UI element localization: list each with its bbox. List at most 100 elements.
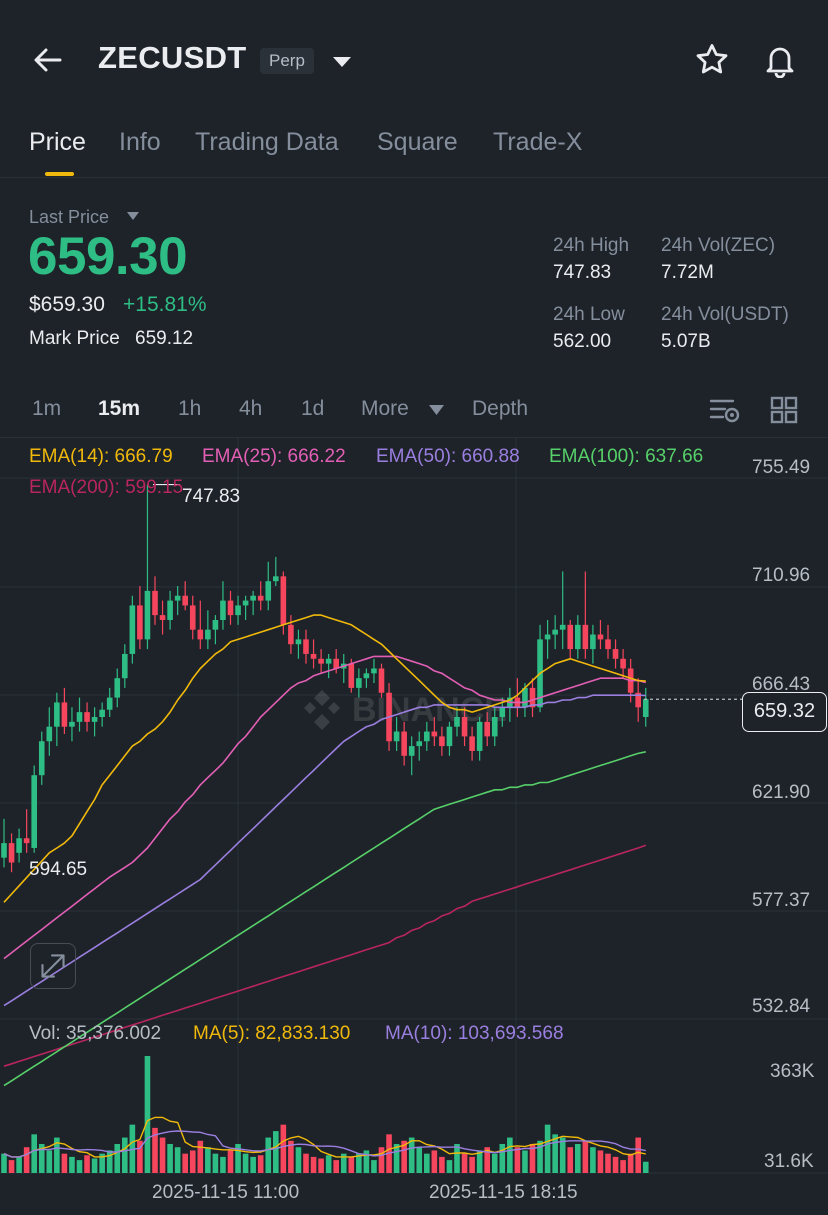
price-axis-label: 666.43: [752, 674, 811, 695]
timeframe-more[interactable]: More: [361, 397, 409, 420]
candlestick-chart[interactable]: BINANCE: [0, 438, 828, 1215]
volume-bar: [461, 1153, 468, 1173]
usd-price: $659.30: [29, 293, 105, 316]
volume-bar: [220, 1156, 226, 1173]
candle-body: [408, 746, 415, 756]
layout-grid-icon[interactable]: [768, 394, 800, 426]
last-price-label[interactable]: Last Price: [29, 207, 110, 227]
expand-icon[interactable]: [30, 943, 76, 989]
tab-info[interactable]: Info: [119, 128, 161, 156]
volume-bar: [416, 1147, 423, 1173]
volume-ma10-line: [3, 1130, 646, 1158]
vol-coin-label: 24h Vol(ZEC): [661, 235, 776, 256]
volume-bar: [23, 1147, 30, 1173]
symbol-title[interactable]: ZECUSDT: [98, 40, 247, 75]
ema200-legend[interactable]: EMA(200): 599.15: [29, 477, 184, 498]
candle-body: [318, 658, 324, 664]
back-arrow-icon[interactable]: [30, 42, 66, 78]
candle-body: [582, 624, 589, 650]
candle-body: [424, 731, 430, 742]
star-icon[interactable]: [694, 42, 730, 78]
timeframe-1m[interactable]: 1m: [32, 397, 62, 420]
tab-price[interactable]: Price: [29, 128, 86, 156]
candle-body: [144, 590, 151, 640]
volume-bar: [627, 1153, 634, 1173]
tab-trade-x[interactable]: Trade-X: [493, 128, 583, 156]
volume-ma10-legend[interactable]: MA(10): 103,693.568: [385, 1023, 564, 1044]
candle-body: [69, 721, 75, 727]
volume-bar: [348, 1156, 355, 1173]
candle-body: [46, 726, 53, 742]
volume-bar: [212, 1153, 219, 1173]
indicator-settings-icon[interactable]: [708, 395, 740, 425]
volume-bar: [38, 1143, 45, 1173]
volume-bar: [597, 1150, 604, 1173]
candle-body: [559, 624, 566, 630]
time-axis-label: 2025-11-15 11:00: [152, 1182, 300, 1203]
candle-body: [114, 678, 121, 698]
candle-body: [575, 624, 581, 650]
volume-bar: [250, 1156, 256, 1173]
time-axis-label: 2025-11-15 18:15: [429, 1182, 578, 1203]
candle-body: [76, 712, 83, 722]
volume-bar: [378, 1147, 385, 1173]
candle-body: [182, 595, 188, 606]
volume-bar: [408, 1137, 415, 1173]
candle-body: [469, 736, 475, 751]
volume-bar: [227, 1150, 234, 1173]
candle-body: [567, 624, 574, 650]
candle-body: [491, 716, 498, 737]
candle-body: [620, 658, 626, 669]
volume-bar: [122, 1137, 128, 1173]
chevron-down-icon[interactable]: [330, 52, 354, 72]
price-axis-label: 710.96: [752, 565, 811, 586]
chevron-down-icon[interactable]: [429, 404, 444, 416]
timeframe-4h[interactable]: 4h: [239, 397, 263, 420]
volume-bar: [363, 1150, 370, 1173]
caret-down-icon[interactable]: [127, 211, 139, 221]
volume-ma5-legend[interactable]: MA(5): 82,833.130: [193, 1023, 351, 1044]
volume-bar: [552, 1134, 558, 1173]
ema25-legend[interactable]: EMA(25): 666.22: [202, 446, 346, 467]
tab-trading-data[interactable]: Trading Data: [195, 128, 339, 156]
volume-bar: [242, 1153, 249, 1173]
candle-body: [220, 600, 226, 620]
ema50-legend[interactable]: EMA(50): 660.88: [376, 446, 520, 467]
candle-body: [242, 600, 249, 606]
candle-body: [605, 639, 611, 650]
current-price-tag[interactable]: 659.32: [742, 692, 827, 732]
volume-bar: [484, 1147, 490, 1173]
candle-body: [91, 716, 98, 722]
high-24h-label: 24h High: [553, 235, 630, 256]
candle-body: [137, 605, 143, 640]
high-marker-label: 747.83: [182, 486, 241, 507]
volume-bar: [590, 1147, 596, 1173]
volume-bar: [356, 1153, 362, 1173]
timeframe-15m[interactable]: 15m: [98, 397, 141, 420]
volume-bar: [469, 1156, 475, 1173]
timeframe-1h[interactable]: 1h: [178, 397, 202, 420]
volume-bar: [559, 1137, 566, 1173]
candle-body: [544, 634, 551, 640]
vol-coin-value: 7.72M: [661, 262, 714, 283]
volume-bar: [76, 1160, 83, 1173]
ema14-legend[interactable]: EMA(14): 666.79: [29, 446, 173, 467]
tab-square[interactable]: Square: [377, 128, 458, 156]
volume-bar: [310, 1156, 317, 1173]
candle-body: [99, 709, 105, 717]
candle-body: [461, 716, 468, 737]
volume-bar: [152, 1127, 158, 1173]
volume-bar: [514, 1147, 521, 1173]
volume-bar: [84, 1155, 90, 1173]
timeframe-1d[interactable]: 1d: [301, 397, 325, 420]
ema25-line: [3, 655, 646, 960]
bell-icon[interactable]: [762, 42, 798, 78]
volume-bar: [491, 1153, 498, 1173]
price-axis-label: 621.90: [752, 782, 811, 803]
volume-bar: [393, 1143, 400, 1173]
depth-tab[interactable]: Depth: [472, 397, 529, 420]
candle-body: [106, 697, 113, 710]
volume-legend[interactable]: Vol: 35,376.002: [29, 1023, 162, 1044]
ema100-legend[interactable]: EMA(100): 637.66: [549, 446, 704, 467]
candle-body: [235, 605, 241, 616]
